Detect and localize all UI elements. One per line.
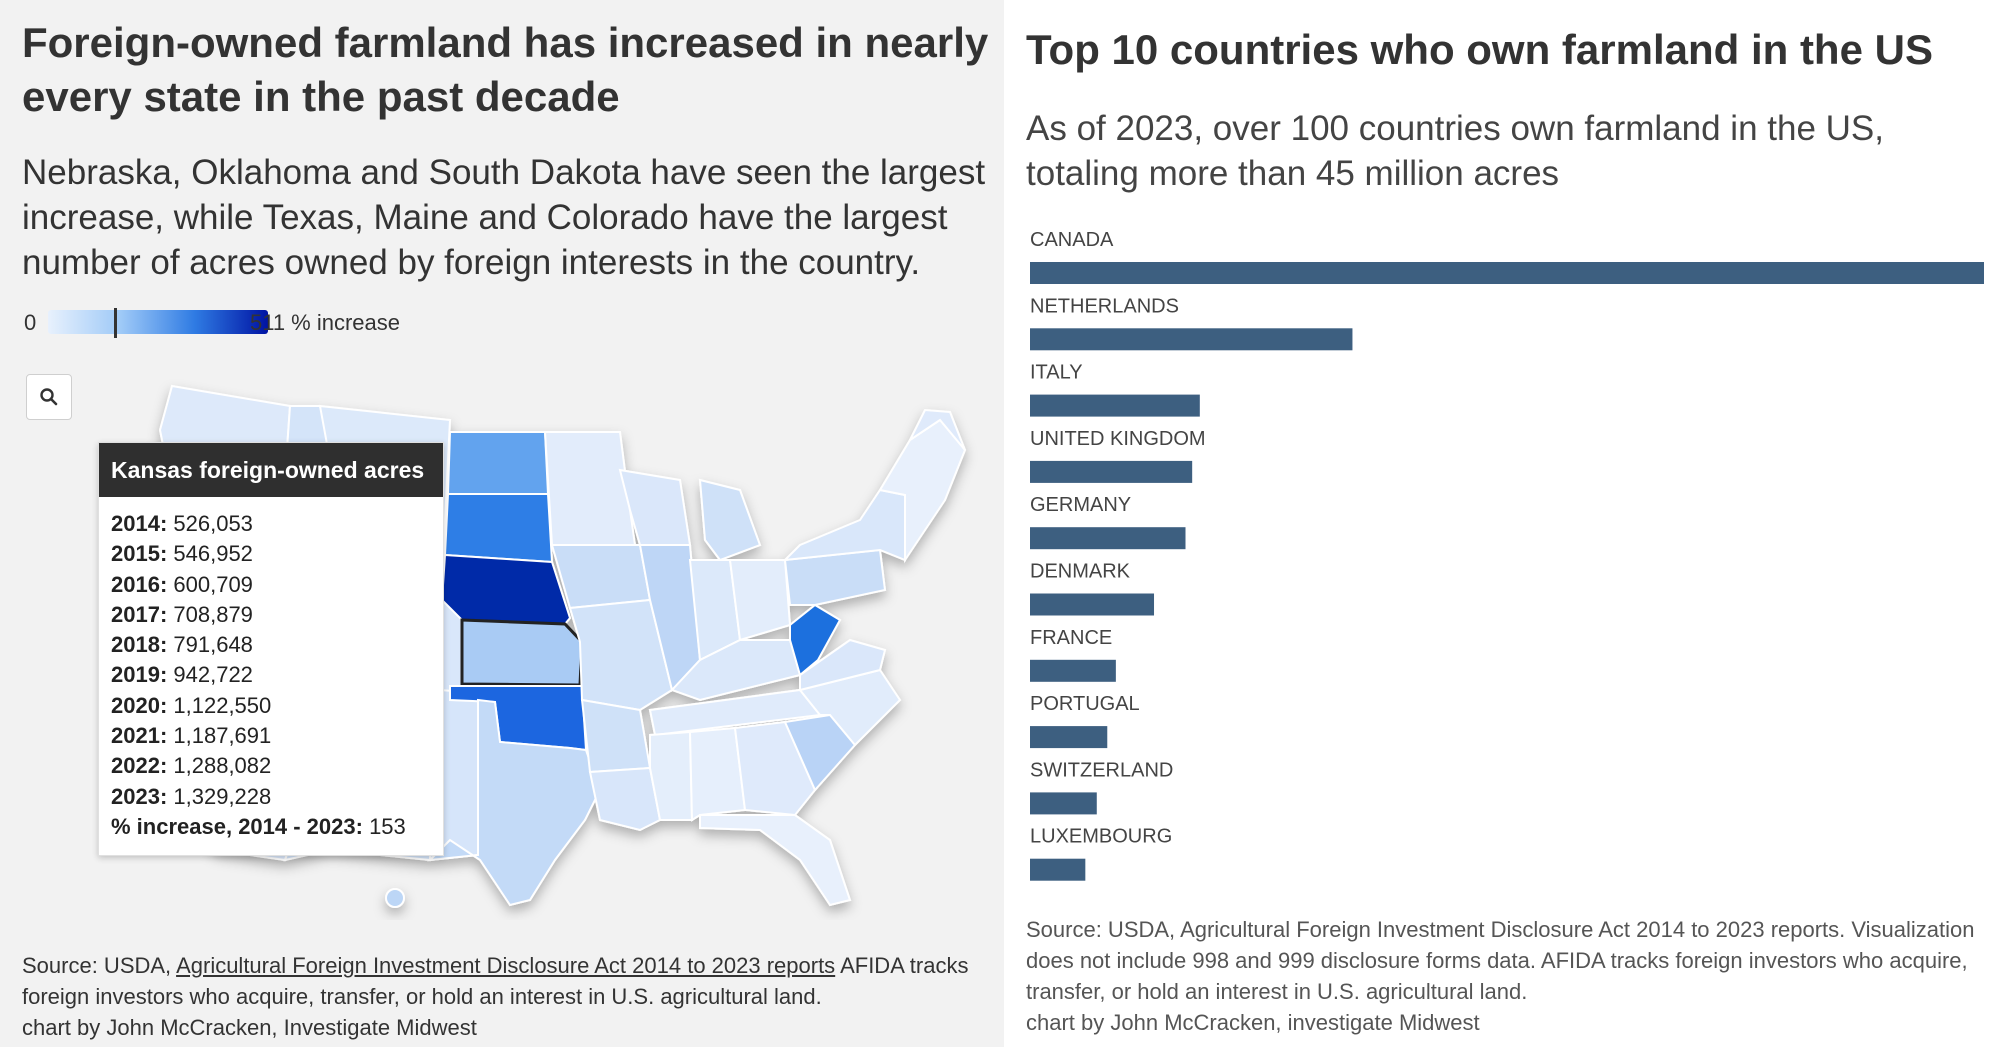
tooltip-row-label: 2020:	[111, 692, 168, 718]
bar-label: ITALY	[1030, 362, 1083, 384]
map-title: Foreign-owned farmland has increased in …	[22, 19, 989, 120]
state-north-dakota[interactable]	[446, 431, 550, 495]
state-tooltip: Kansas foreign-owned acres 2014: 526,053…	[98, 442, 444, 856]
tooltip-row-value: 1,288,082	[167, 753, 272, 779]
state-new-york[interactable]	[782, 488, 906, 562]
search-icon	[40, 388, 58, 406]
bar[interactable]	[1030, 858, 1086, 881]
bar-label: DENMARK	[1030, 561, 1131, 583]
state-kansas[interactable]	[460, 618, 584, 687]
bar[interactable]	[1030, 726, 1108, 749]
bar[interactable]	[1030, 328, 1353, 351]
state-nebraska[interactable]	[440, 553, 572, 626]
legend-marker	[113, 308, 117, 338]
tooltip-row-label: 2023:	[111, 783, 168, 809]
legend-max-label: 511 % increase	[250, 310, 401, 335]
tooltip-row-label: 2019:	[111, 662, 168, 688]
tooltip-row-label: 2017:	[111, 601, 168, 627]
bar-label: GERMANY	[1030, 494, 1131, 516]
tooltip-row: % increase, 2014 - 2023: 153	[111, 812, 431, 842]
state-ohio[interactable]	[728, 559, 792, 642]
tooltip-row-label: 2014:	[111, 511, 168, 536]
bar[interactable]	[1030, 593, 1155, 616]
state-maine[interactable]	[907, 408, 966, 451]
state-south-dakota[interactable]	[443, 493, 554, 564]
state-arkansas[interactable]	[580, 698, 652, 774]
tooltip-row: 2014: 526,053	[111, 509, 431, 539]
bar[interactable]	[1030, 394, 1200, 417]
bar-label: UNITED KINGDOM	[1030, 428, 1206, 450]
bar-chart: CANADA NETHERLANDS ITALY UNITED KINGDOM GERM…	[1030, 229, 1984, 881]
tooltip-row-label: 2015:	[111, 541, 168, 567]
bar-label: PORTUGAL	[1030, 693, 1140, 715]
bar[interactable]	[1030, 527, 1186, 550]
tooltip-row: 2015: 546,952	[111, 539, 431, 569]
bar[interactable]	[1030, 792, 1097, 815]
tooltip-row-label: 2018:	[111, 632, 168, 658]
tooltip-row: 2022: 1,288,082	[111, 751, 431, 781]
tooltip-row-value: 526,053	[167, 511, 253, 536]
tooltip-row-value: 1,187,691	[167, 723, 272, 749]
tooltip-row: 2023: 1,329,228	[111, 782, 431, 812]
state-virginia[interactable]	[799, 638, 887, 692]
bar-label: FRANCE	[1030, 627, 1112, 649]
tooltip-title: Kansas foreign-owned acres	[99, 443, 443, 497]
tooltip-row-label: 2016:	[111, 571, 168, 597]
tooltip-row-value: 791,648	[167, 632, 253, 658]
tooltip-row-value: 600,709	[167, 571, 253, 597]
bar-label: LUXEMBOURG	[1030, 826, 1172, 848]
state-florida[interactable]	[699, 814, 852, 907]
map-panel: Foreign-owned farmland has increased in …	[0, 0, 1004, 1047]
tooltip-row-label: 2021:	[111, 723, 168, 749]
bar-chart-subtitle: As of 2023, over 100 countries own farml…	[1026, 109, 1884, 193]
tooltip-row: 2016: 600,709	[111, 570, 431, 600]
tooltip-row-value: 153	[362, 813, 406, 839]
tooltip-row-label: % increase, 2014 - 2023:	[111, 813, 363, 839]
tooltip-row: 2018: 791,648	[111, 630, 431, 660]
bar[interactable]	[1030, 659, 1116, 682]
map-credit: chart by John McCracken, Investigate Mid…	[22, 1015, 477, 1040]
bar-source-text: Source: USDA, Agricultural Foreign Inves…	[1026, 917, 1975, 1004]
bar[interactable]	[1030, 460, 1193, 483]
tooltip-row: 2020: 1,122,550	[111, 691, 431, 721]
map-source: Source: USDA, Agricultural Foreign Inves…	[22, 950, 997, 1043]
tooltip-row: 2019: 942,722	[111, 660, 431, 690]
bar-chart-title: Top 10 countries who own farmland in the…	[1026, 26, 1933, 73]
tooltip-row-value: 546,952	[167, 541, 253, 567]
tooltip-row-value: 1,122,550	[167, 692, 272, 718]
map-subtitle: Nebraska, Oklahoma and South Dakota have…	[22, 153, 986, 282]
state-alabama[interactable]	[688, 726, 747, 822]
source-link[interactable]: Agricultural Foreign Investment Disclosu…	[176, 953, 836, 978]
tooltip-row-value: 942,722	[167, 662, 253, 688]
state-michigan[interactable]	[698, 478, 762, 562]
bar-chart-panel: Top 10 countries who own farmland in the…	[1004, 0, 2000, 1047]
zoom-button[interactable]	[26, 374, 72, 420]
bar-label: CANADA	[1030, 229, 1114, 251]
state-louisiana[interactable]	[588, 766, 662, 832]
bar-chart-source: Source: USDA, Agricultural Foreign Inves…	[1026, 914, 1986, 1038]
legend-gradient	[48, 308, 268, 338]
tooltip-row-value: 708,879	[167, 601, 253, 627]
bar-credit: chart by John McCracken, investigate Mid…	[1026, 1010, 1480, 1035]
source-prefix: Source: USDA,	[22, 953, 177, 978]
bar-label: SWITZERLAND	[1030, 759, 1173, 781]
tooltip-row: 2017: 708,879	[111, 600, 431, 630]
state-hawaii[interactable]	[385, 888, 405, 908]
legend-min-label: 0	[24, 310, 37, 335]
bar[interactable]	[1030, 262, 1984, 284]
tooltip-row: 2021: 1,187,691	[111, 721, 431, 751]
state-mississippi[interactable]	[649, 730, 694, 821]
tooltip-row-label: 2022:	[111, 753, 168, 779]
source-rest: AFIDA tracks foreign investors who acqui…	[22, 953, 969, 1009]
bar-label: NETHERLANDS	[1030, 295, 1179, 317]
tooltip-rows: 2014: 526,053 2015: 546,952 2016: 600,709 2…	[99, 497, 443, 842]
tooltip-row-value: 1,329,228	[167, 783, 272, 809]
state-iowa[interactable]	[550, 544, 652, 610]
state-minnesota[interactable]	[543, 431, 637, 546]
